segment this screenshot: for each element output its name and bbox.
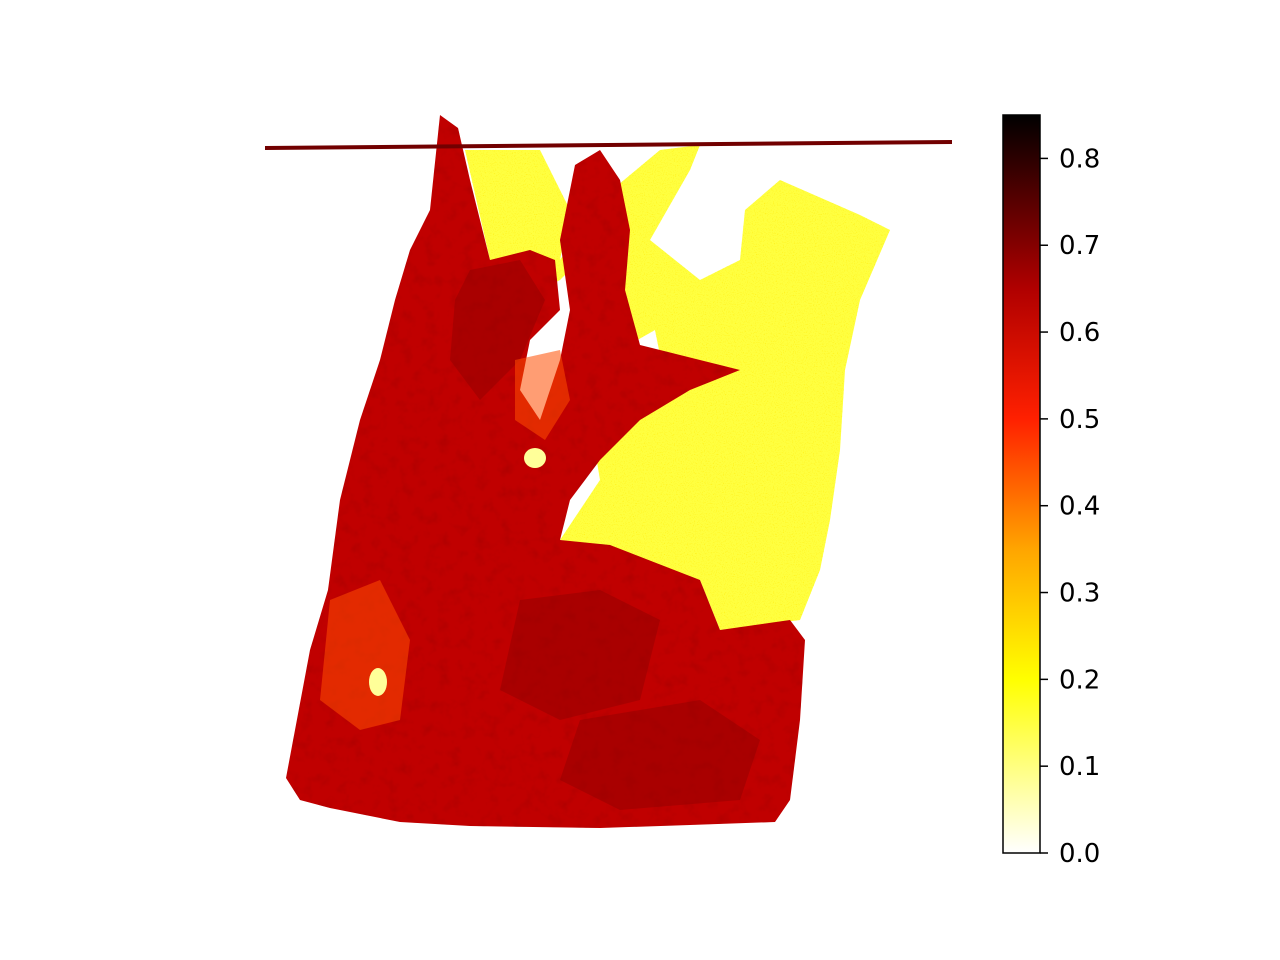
colorbar-tick-label: 0.4 — [1059, 492, 1100, 522]
heatmap-region-tissue — [286, 115, 805, 828]
colorbar-tick-label: 0.6 — [1059, 318, 1100, 348]
colorbar-tick-label: 0.0 — [1059, 839, 1100, 869]
heatmap-region-bright-spot — [369, 668, 387, 696]
colorbar-gradient — [1003, 115, 1040, 853]
heatmap-region-dark-patch — [450, 260, 545, 400]
colorbar-tick-label: 0.8 — [1059, 144, 1100, 174]
colorbar-frame — [1002, 114, 1041, 854]
heatmap-region-dark-patch — [560, 700, 760, 810]
colorbar-tick-label: 0.7 — [1059, 231, 1100, 261]
colorbar: 0.0 0.1 0.2 0.3 0.4 0.5 0.6 0.7 0.8 — [1002, 114, 1100, 869]
heatmap-top-band — [264, 140, 953, 150]
heatmap-region-dark-patch — [500, 590, 660, 720]
colorbar-tick-label: 0.2 — [1059, 665, 1100, 695]
colorbar-tick-label: 0.1 — [1059, 752, 1100, 782]
heatmap-region-bright-spot — [524, 448, 546, 468]
colorbar-ticks: 0.0 0.1 0.2 0.3 0.4 0.5 0.6 0.7 0.8 — [1040, 144, 1100, 869]
heatmap-image — [264, 115, 953, 828]
heatmap-region-pale-patch — [515, 350, 570, 440]
colorbar-tick-label: 0.3 — [1059, 579, 1100, 609]
heatmap-region-pale-patch — [320, 580, 410, 730]
colorbar-tick-label: 0.5 — [1059, 405, 1100, 435]
